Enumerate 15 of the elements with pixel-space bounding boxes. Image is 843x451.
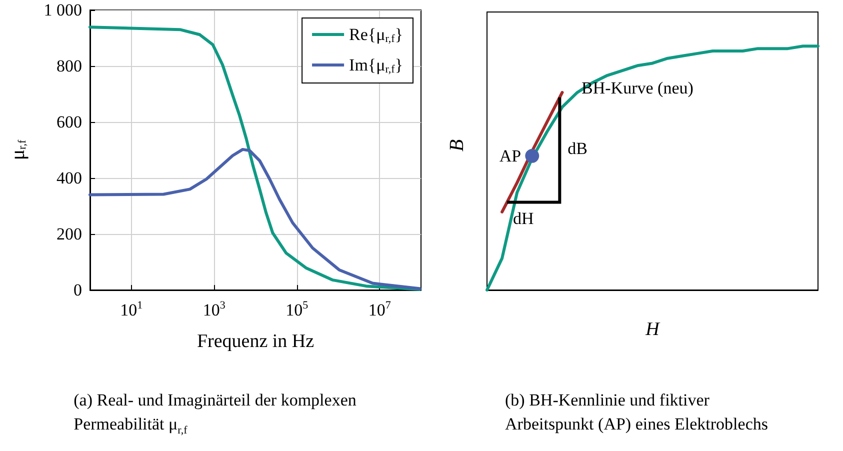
- y-tick-label: 800: [56, 56, 82, 76]
- series-label: AP: [499, 146, 522, 166]
- annotation: dB: [568, 138, 588, 158]
- y-tick-label: 1 000: [44, 0, 82, 20]
- text: (b) BH-Kennlinie und fiktiver Arbeitspunkt (AP) eines Elektroblechs: [505, 390, 768, 434]
- series-label: BH-Kurve (neu): [582, 78, 694, 98]
- y-axis-title: μr,f: [7, 139, 29, 160]
- y-tick-label: 400: [56, 168, 82, 188]
- y-tick-label: 0: [74, 280, 82, 300]
- x-axis-title: H: [644, 319, 661, 340]
- x-axis-title: Frequenz in Hz: [196, 331, 314, 352]
- annotation: dH: [513, 209, 534, 228]
- y-tick-label: 600: [56, 112, 82, 132]
- y-axis-title: B: [446, 139, 468, 152]
- y-tick-label: 200: [56, 224, 82, 244]
